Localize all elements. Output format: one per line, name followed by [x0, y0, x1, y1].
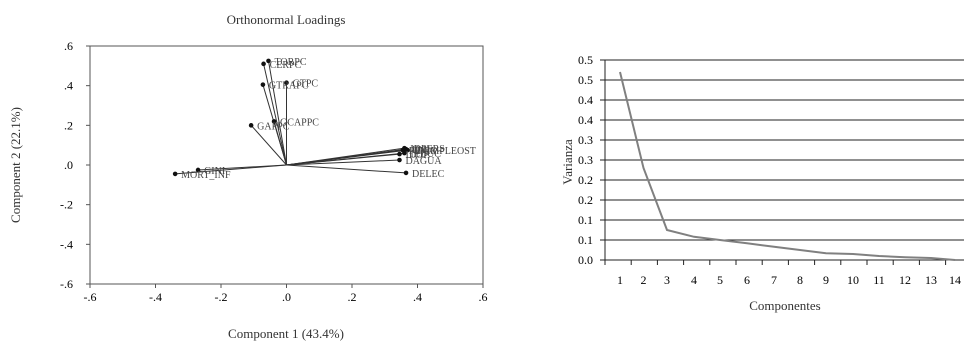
variance-x-axis-label: Componentes — [749, 298, 821, 313]
variance-y-tick-marks — [600, 59, 605, 261]
x-tick-label: 12 — [899, 273, 911, 287]
variance-x-tick-marks — [604, 260, 947, 265]
loading-label: GTPC — [293, 79, 319, 90]
loading-vector — [286, 159, 400, 166]
loading-label: MORT_INF — [181, 170, 231, 181]
x-tick-label: 5 — [717, 273, 723, 287]
y-tick-label: 0.5 — [578, 73, 593, 87]
y-tick-label: -.6 — [60, 277, 73, 291]
y-tick-label: .6 — [64, 39, 73, 53]
x-tick-label: 13 — [925, 273, 937, 287]
loading-label: IEDUC — [410, 149, 441, 160]
loading-point — [260, 82, 266, 87]
loading-label: GTRAPC — [269, 81, 309, 92]
y-tick-label: .2 — [64, 118, 73, 132]
y-tick-label: 0.0 — [578, 253, 593, 267]
x-tick-label: 4 — [691, 273, 697, 287]
loadings-title: Orthonormal Loadings — [227, 12, 346, 27]
loading-point — [248, 123, 254, 128]
x-tick-label: 9 — [823, 273, 829, 287]
loading-point — [195, 167, 201, 173]
loading-label: GAPPC — [257, 121, 290, 132]
x-tick-label: 2 — [641, 273, 647, 287]
y-tick-label: 0.4 — [578, 113, 593, 127]
y-tick-label: 0.1 — [578, 213, 593, 227]
loadings-y-tick-labels: .6 .4 .2 .0 -.2 -.4 -.6 — [60, 39, 73, 291]
loading-point — [284, 80, 289, 85]
x-tick-label: -.6 — [84, 290, 97, 304]
loadings-y-axis-label: Component 2 (22.1%) — [8, 107, 23, 223]
loadings-chart: Orthonormal Loadings .6 .4 .2 .0 -.2 -.4… — [8, 12, 488, 341]
y-tick-label: 0.5 — [578, 53, 593, 67]
variance-y-axis-label: Varianza — [560, 139, 575, 185]
y-tick-label: -.2 — [60, 198, 73, 212]
loading-vector — [286, 164, 407, 174]
y-tick-label: 0.3 — [578, 133, 593, 147]
x-tick-label: 14 — [949, 273, 961, 287]
loading-label: DAGUA — [405, 156, 442, 167]
x-tick-label: 6 — [744, 273, 750, 287]
y-tick-label: 0.4 — [578, 93, 593, 107]
loading-point — [405, 147, 410, 153]
y-tick-label: .4 — [64, 79, 73, 93]
loading-point — [397, 157, 402, 163]
loading-label: IDPERS — [410, 144, 444, 155]
loadings-tick-marks — [86, 45, 484, 288]
loading-vector — [250, 125, 287, 166]
x-tick-label: 8 — [797, 273, 803, 287]
loadings-x-axis-label: Component 1 (43.4%) — [228, 326, 344, 341]
loading-point — [402, 150, 407, 156]
x-tick-label: 3 — [664, 273, 670, 287]
loading-point — [403, 170, 409, 176]
variance-series-line — [619, 71, 956, 261]
loadings-x-tick-labels: .6 .4 .2 .0 -.2 -.4 -.6 — [84, 290, 488, 304]
y-tick-label: 0.2 — [578, 173, 593, 187]
x-tick-label: .4 — [413, 290, 422, 304]
loading-label: GINI — [204, 166, 225, 177]
loading-vector — [286, 153, 400, 166]
loading-points — [172, 58, 410, 177]
loading-point — [271, 119, 277, 124]
loading-vector — [263, 63, 287, 166]
loading-point — [261, 61, 266, 67]
loading-label: TORPC — [274, 57, 306, 68]
loading-vectors — [175, 60, 408, 175]
y-tick-label: -.4 — [60, 237, 73, 251]
variance-chart: 0.5 0.5 0.4 0.4 0.3 0.3 0.2 0.2 0.1 0.1 … — [560, 53, 964, 313]
y-tick-label: .0 — [64, 158, 73, 172]
x-tick-label: 1 — [617, 273, 623, 287]
loading-label: IDEMPLEOST — [414, 146, 476, 157]
loading-label: DELEC — [412, 169, 445, 180]
loading-point — [266, 58, 271, 64]
loading-label: IDOP — [405, 150, 429, 161]
x-tick-label: .6 — [479, 290, 488, 304]
y-tick-label: 0.3 — [578, 153, 593, 167]
x-tick-label: 7 — [771, 273, 777, 287]
loading-label: CERPC — [270, 60, 302, 71]
loading-point — [397, 151, 402, 157]
loading-vector — [175, 164, 287, 175]
x-tick-label: .2 — [348, 290, 357, 304]
y-tick-label: 0.1 — [578, 233, 593, 247]
variance-gridlines — [605, 59, 964, 241]
x-tick-label: -.2 — [215, 290, 228, 304]
x-tick-label: -.4 — [149, 290, 162, 304]
variance-x-tick-labels: 1 2 3 4 5 6 7 8 9 10 11 12 13 14 — [617, 273, 961, 287]
x-tick-label: .0 — [282, 290, 291, 304]
y-tick-label: 0.2 — [578, 193, 593, 207]
variance-y-tick-labels: 0.5 0.5 0.4 0.4 0.3 0.3 0.2 0.2 0.1 0.1 … — [578, 53, 593, 267]
x-tick-label: 10 — [847, 273, 859, 287]
loading-vector — [267, 60, 287, 166]
loading-point — [172, 171, 178, 177]
loading-label: IDH — [412, 145, 430, 156]
x-tick-label: 11 — [873, 273, 885, 287]
loading-label: PIBPC — [409, 146, 437, 157]
loading-label: GCAPPC — [280, 117, 319, 128]
loading-vector — [273, 121, 287, 166]
